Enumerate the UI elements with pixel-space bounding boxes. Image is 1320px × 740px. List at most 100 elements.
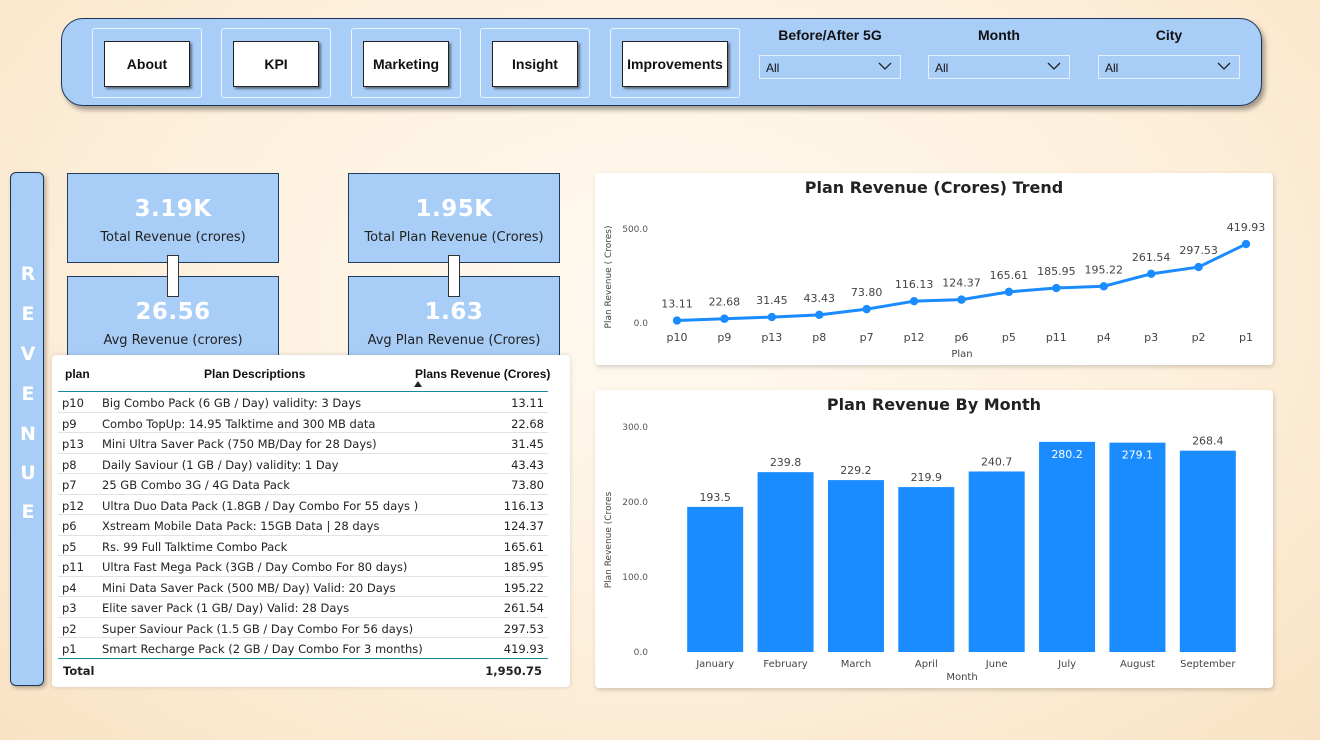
data-label: 229.2 <box>840 464 872 477</box>
kpi-connector <box>448 255 460 297</box>
data-label: 124.37 <box>942 277 981 290</box>
cell-description: Mini Data Saver Pack (500 MB/ Day) Valid… <box>102 580 396 595</box>
cell-revenue: 124.37 <box>503 519 544 533</box>
cell-description: Super Saviour Pack (1.5 GB / Day Combo F… <box>102 621 414 636</box>
data-label: 31.45 <box>756 294 788 307</box>
y-tick-label: 300.0 <box>622 423 648 433</box>
data-point <box>1146 269 1156 279</box>
column-header-plans-revenue[interactable]: Plans Revenue (Crores) <box>415 367 551 381</box>
cell-plan: p13 <box>62 437 84 451</box>
table-row[interactable]: p4 Mini Data Saver Pack (500 MB/ Day) Val… <box>58 577 548 597</box>
slicer-before-after-5g: Before/After 5G All <box>759 27 901 79</box>
side-letter: E <box>21 303 35 325</box>
side-letter: R <box>20 263 36 285</box>
x-tick-label: February <box>763 659 807 670</box>
chart-title: Plan Revenue By Month <box>826 395 1042 414</box>
table-row[interactable]: p5 Rs. 99 Full Talktime Combo Pack 165.61 <box>58 536 548 556</box>
x-tick-label: p8 <box>812 331 826 344</box>
x-tick-label: July <box>1057 659 1076 670</box>
table-row[interactable]: p12 Ultra Duo Data Pack (1.8GB / Day Comb… <box>58 495 548 515</box>
kpi-button[interactable]: KPI <box>233 41 319 87</box>
header-divider <box>58 391 548 392</box>
data-label: 13.11 <box>661 298 693 311</box>
dropdown-value: All <box>766 61 780 75</box>
bar <box>1109 442 1166 652</box>
cell-plan: p8 <box>62 457 77 472</box>
y-tick-label: 0.0 <box>634 648 649 658</box>
data-label: 419.93 <box>1227 221 1266 234</box>
line-chart-plot: 0.0 500.0 Plan Revenue ( Crores) Plan 13.11 p… <box>604 221 1266 360</box>
x-tick-label: p1 <box>1239 331 1253 344</box>
x-tick-label: p7 <box>860 331 874 344</box>
table-row[interactable]: p8 Daily Saviour (1 GB / Day) validity: 1… <box>58 454 548 474</box>
side-letter: E <box>21 501 35 523</box>
cell-revenue: 261.54 <box>503 601 544 615</box>
x-tick-label: p6 <box>955 331 969 344</box>
dropdown-value: All <box>1105 61 1119 75</box>
table-row[interactable]: p13 Mini Ultra Saver Pack (750 MB/Day for… <box>58 433 548 454</box>
x-tick-label: June <box>985 659 1008 670</box>
cell-revenue: 419.93 <box>503 642 544 656</box>
dropdown-value: All <box>935 61 949 75</box>
cell-revenue: 185.95 <box>503 560 544 574</box>
side-letter: N <box>20 423 36 445</box>
marketing-button[interactable]: Marketing <box>363 41 449 87</box>
y-axis-label: Plan Revenue (Crores <box>604 491 614 588</box>
cell-plan: p7 <box>62 478 77 492</box>
cell-plan: p3 <box>62 601 77 615</box>
data-label: 165.61 <box>990 269 1029 282</box>
column-header-plan-descriptions[interactable]: Plan Descriptions <box>204 367 306 381</box>
x-tick-label: August <box>1120 659 1155 670</box>
revenue-side-panel: R E V E N U E <box>10 172 44 686</box>
cell-revenue: 116.13 <box>503 498 544 513</box>
data-label: 268.4 <box>1192 435 1224 448</box>
data-point <box>1194 262 1203 272</box>
table-row[interactable]: p7 25 GB Combo 3G / 4G Data Pack 73.80 <box>58 474 548 495</box>
table-row[interactable]: p2 Super Saviour Pack (1.5 GB / Day Combo… <box>58 618 548 638</box>
table-row[interactable]: p10 Big Combo Pack (6 GB / Day) validity:… <box>58 392 548 413</box>
cell-plan: p12 <box>62 498 84 513</box>
city-dropdown[interactable]: All <box>1098 55 1240 79</box>
slicer-title: City <box>1155 27 1183 43</box>
table-row[interactable]: p9 Combo TopUp: 14.95 Talktime and 300 MB… <box>58 413 548 433</box>
cell-description: Elite saver Pack (1 GB/ Day) Valid: 28 D… <box>102 601 350 615</box>
sort-ascending-icon[interactable] <box>414 381 422 387</box>
total-value: 1,950.75 <box>485 664 542 678</box>
plan-revenue-by-month-chart: Plan Revenue By Month 0.0 100.0 200.0 300.0… <box>595 390 1273 688</box>
data-label: 22.68 <box>709 296 741 309</box>
cell-revenue: 297.53 <box>503 621 544 636</box>
plan-revenue-trend-chart: Plan Revenue (Crores) Trend 0.0 500.0 Plan… <box>595 173 1273 365</box>
x-tick-label: January <box>695 659 734 670</box>
insight-button[interactable]: Insight <box>492 41 578 87</box>
column-header-plan[interactable]: plan <box>65 367 90 381</box>
y-tick-label: 100.0 <box>622 573 648 583</box>
kpi-value: 26.56 <box>135 299 211 325</box>
table-row[interactable]: p11 Ultra Fast Mega Pack (3GB / Day Combo… <box>58 556 548 577</box>
kpi-label: Avg Revenue (crores) <box>103 333 243 348</box>
data-label: 185.95 <box>1037 265 1076 278</box>
improvements-button[interactable]: Improvements <box>622 41 728 87</box>
x-tick-label: April <box>915 659 938 670</box>
table-row[interactable]: p6 Xstream Mobile Data Pack: 15GB Data | … <box>58 515 548 536</box>
month-dropdown[interactable]: All <box>928 55 1070 79</box>
data-point <box>909 296 919 306</box>
before-after-5g-dropdown[interactable]: All <box>759 55 901 79</box>
kpi-card-total-plan-revenue: 1.95K Total Plan Revenue (Crores) <box>348 173 560 263</box>
slicer-month: Month All <box>928 27 1070 79</box>
kpi-value: 1.95K <box>415 196 493 222</box>
data-label: 261.54 <box>1132 251 1171 264</box>
cell-plan: p11 <box>62 560 84 574</box>
table-row[interactable]: p1 Smart Recharge Pack (2 GB / Day Combo … <box>58 638 548 659</box>
slicer-title: Before/After 5G <box>778 27 882 43</box>
kpi-label: Total Revenue (crores) <box>100 230 246 245</box>
table-row[interactable]: p3 Elite saver Pack (1 GB/ Day) Valid: 28… <box>58 597 548 618</box>
data-point <box>862 304 871 314</box>
x-tick-label: p12 <box>904 331 925 344</box>
side-letter: U <box>20 462 36 484</box>
data-point <box>1004 287 1014 297</box>
data-point <box>815 310 824 320</box>
about-button[interactable]: About <box>104 41 190 87</box>
data-point <box>720 314 729 323</box>
bar <box>898 487 955 652</box>
cell-plan: p10 <box>62 396 84 410</box>
